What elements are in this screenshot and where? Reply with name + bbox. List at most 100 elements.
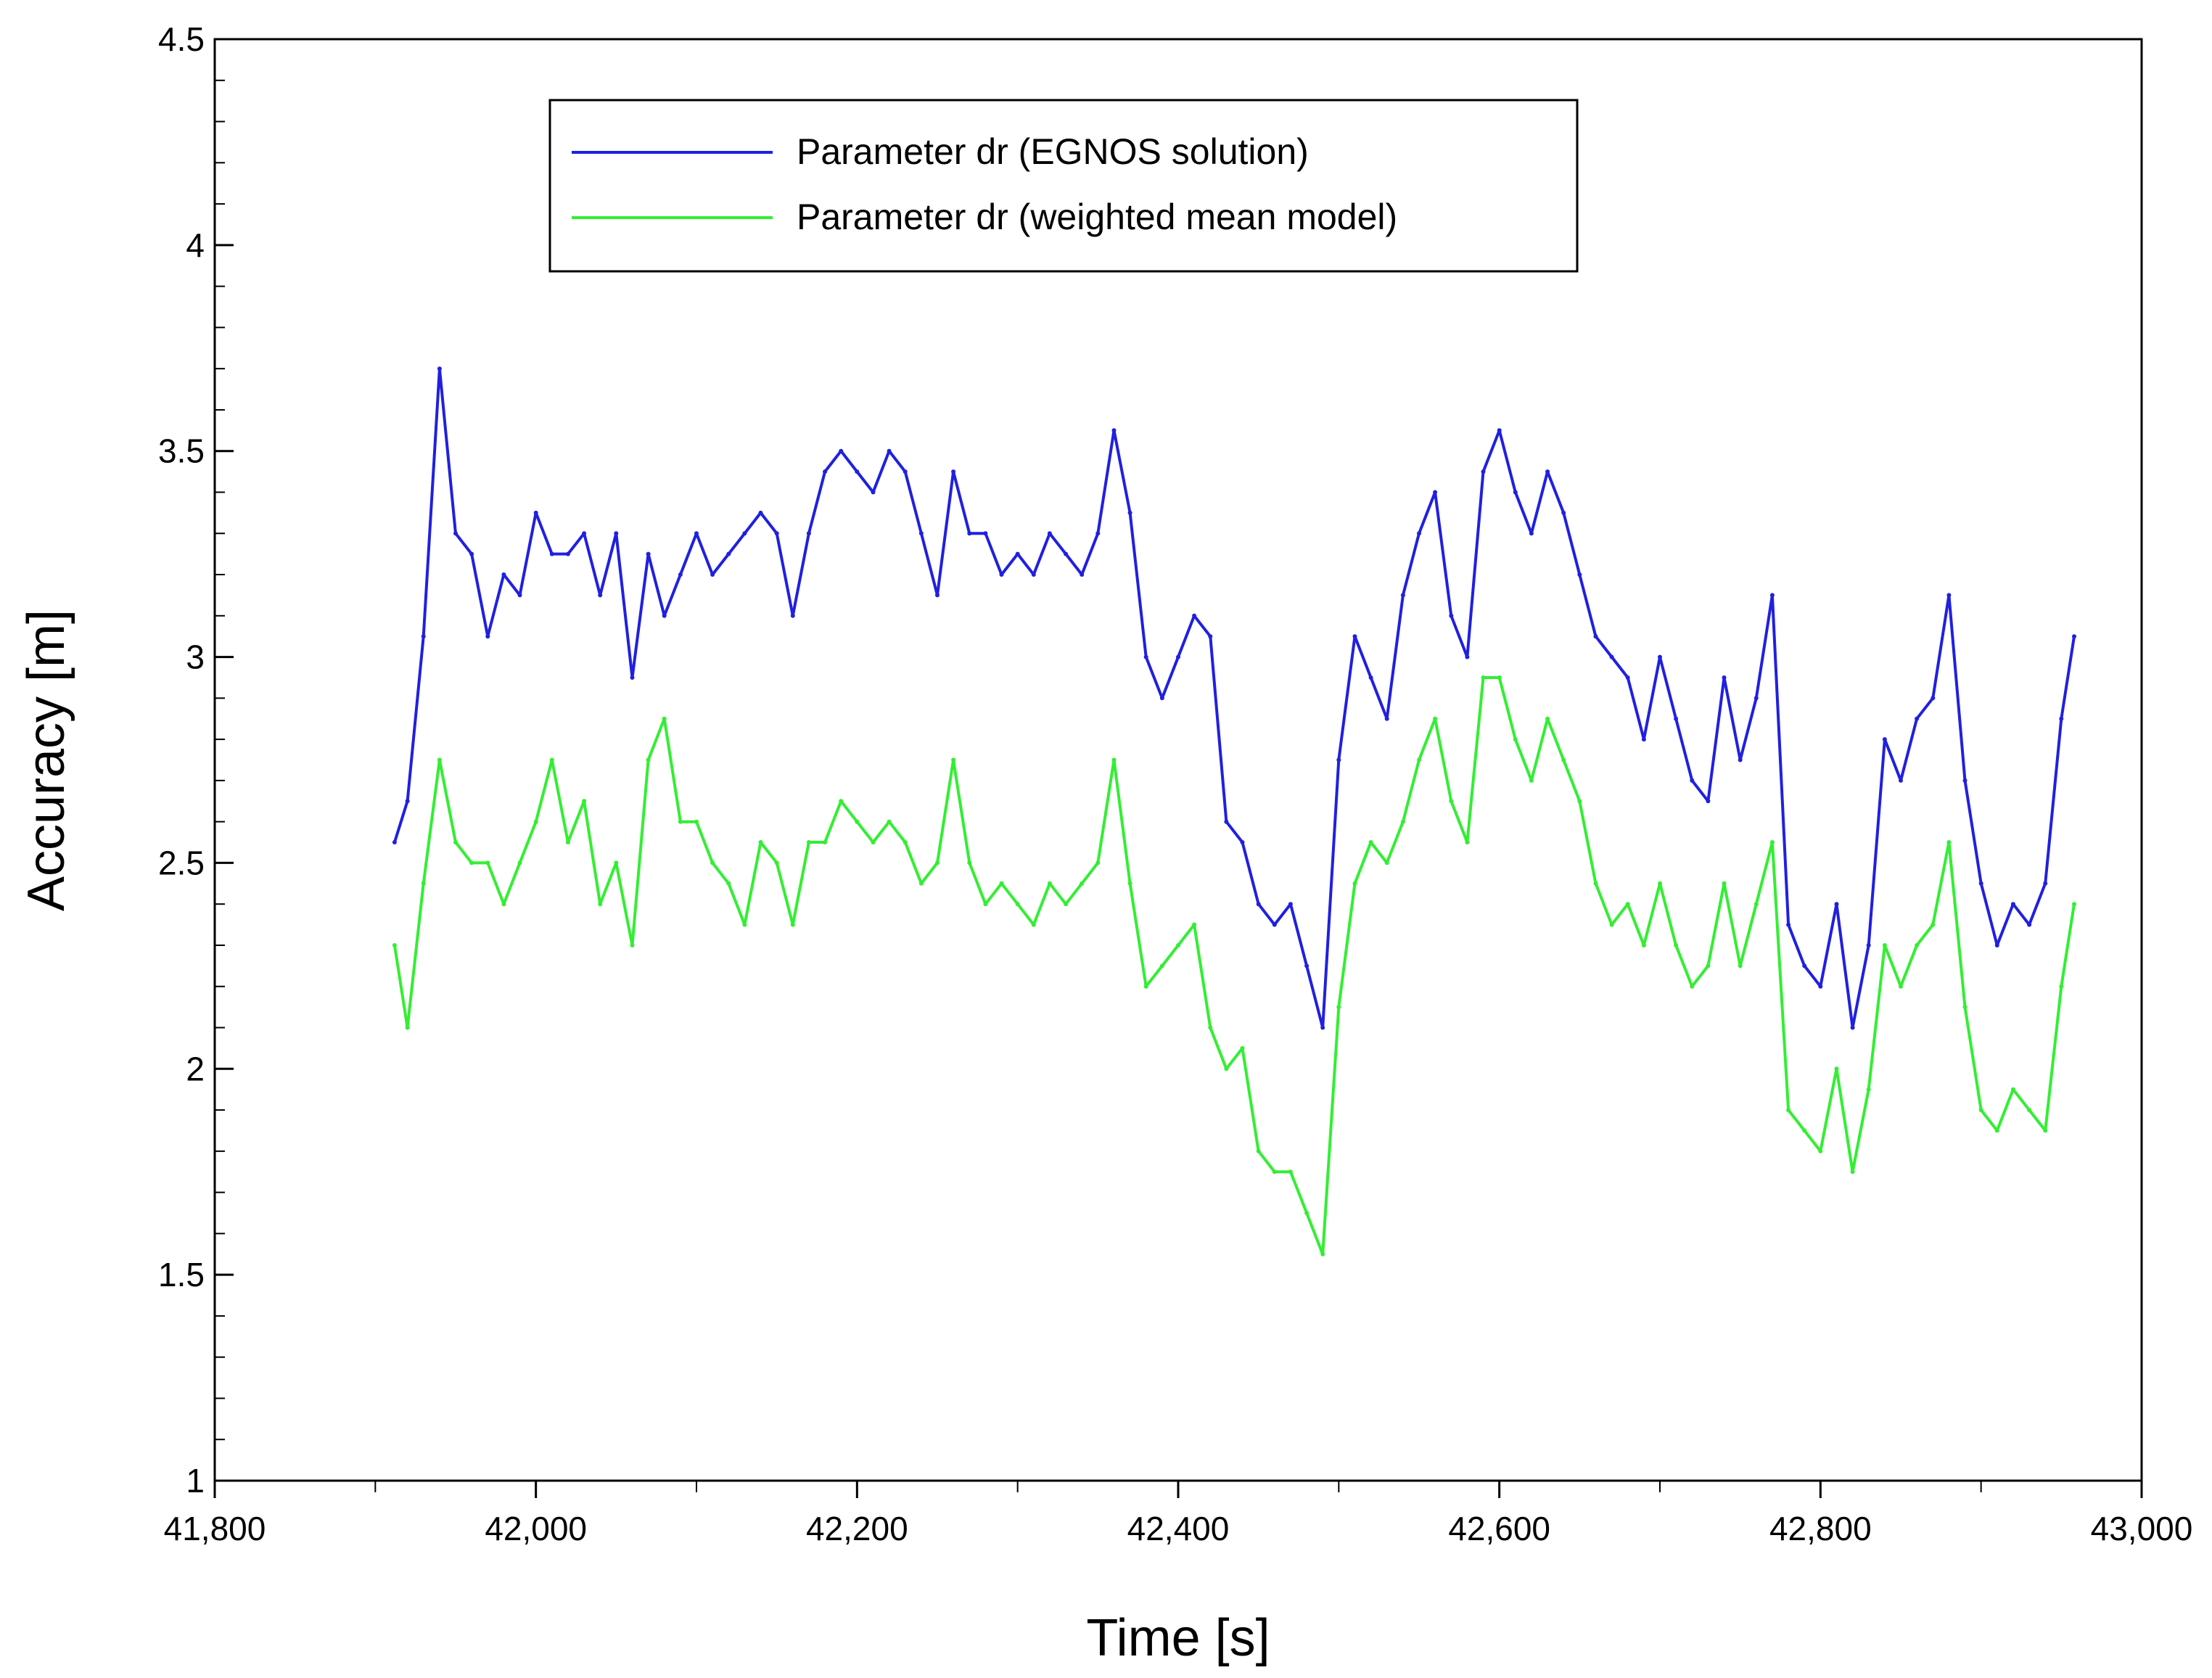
data-point-weighted-mean [1802, 1128, 1807, 1133]
data-point-weighted-mean [983, 902, 988, 907]
y-tick-label: 4 [186, 226, 205, 264]
data-point-egnos [823, 469, 828, 474]
data-point-egnos [1690, 778, 1695, 783]
data-point-egnos [646, 551, 651, 556]
data-point-weighted-mean [1336, 1005, 1341, 1010]
data-point-weighted-mean [1834, 1066, 1839, 1072]
data-point-weighted-mean [405, 1025, 410, 1030]
y-axis-label: Accuracy [m] [17, 609, 75, 911]
data-point-egnos [2059, 716, 2064, 721]
data-point-weighted-mean [903, 840, 908, 844]
data-point-egnos [1417, 531, 1421, 536]
legend: Parameter dr (EGNOS solution) Parameter … [548, 99, 1579, 273]
data-point-weighted-mean [1593, 881, 1598, 886]
data-point-weighted-mean [614, 860, 619, 865]
data-point-weighted-mean [758, 840, 763, 844]
data-point-weighted-mean [1031, 922, 1036, 927]
data-point-egnos [710, 572, 715, 577]
data-point-weighted-mean [485, 860, 490, 865]
data-point-weighted-mean [1176, 943, 1180, 947]
data-point-egnos [1208, 634, 1213, 639]
data-point-egnos [630, 675, 635, 680]
data-point-egnos [421, 634, 426, 639]
data-point-weighted-mean [1609, 922, 1614, 927]
data-point-weighted-mean [918, 881, 924, 886]
data-point-weighted-mean [565, 840, 570, 844]
data-point-weighted-mean [1272, 1169, 1277, 1175]
data-point-egnos [1111, 428, 1117, 433]
data-point-weighted-mean [1674, 943, 1679, 947]
data-point-weighted-mean [1658, 881, 1662, 886]
data-point-weighted-mean [1738, 963, 1743, 968]
data-point-weighted-mean [1545, 716, 1550, 721]
x-tick-label: 42,800 [1769, 1510, 1872, 1547]
data-point-weighted-mean [855, 819, 860, 824]
y-axis-ticks: 1 1.5 2 2.5 3 3.5 4 4.5 [158, 20, 234, 1500]
data-point-weighted-mean [1192, 922, 1197, 927]
data-point-egnos [405, 799, 410, 804]
data-point-egnos [1899, 778, 1903, 783]
series-line-egnos [392, 367, 2076, 1029]
data-point-egnos [1336, 757, 1341, 762]
data-point-egnos [1481, 469, 1486, 474]
data-point-weighted-mean [437, 757, 442, 762]
y-tick-label: 3 [186, 638, 205, 676]
data-point-egnos [1465, 654, 1470, 659]
data-point-weighted-mean [598, 902, 603, 907]
data-point-weighted-mean [1978, 1108, 1983, 1113]
data-point-egnos [1641, 737, 1646, 742]
data-point-weighted-mean [999, 881, 1004, 886]
data-point-egnos [1159, 696, 1164, 701]
legend-label-egnos: Parameter dr (EGNOS solution) [797, 131, 1309, 172]
data-point-egnos [453, 531, 458, 536]
data-point-egnos [1962, 778, 1968, 783]
data-point-egnos [855, 469, 860, 474]
data-point-weighted-mean [1641, 943, 1646, 947]
data-point-weighted-mean [582, 799, 587, 804]
data-point-weighted-mean [2059, 984, 2064, 989]
data-point-egnos [485, 634, 490, 639]
data-point-egnos [1143, 654, 1148, 659]
x-axis-ticks: 41,800 42,000 42,200 42,400 42,600 42,800 43,0… [164, 1481, 2193, 1547]
data-point-egnos [1240, 840, 1245, 844]
data-point-egnos [742, 531, 747, 536]
data-point-egnos [1818, 984, 1823, 989]
data-point-egnos [501, 572, 506, 577]
data-point-egnos [1176, 654, 1180, 659]
data-point-egnos [1609, 654, 1614, 659]
data-point-weighted-mean [1047, 881, 1052, 886]
x-tick-label: 43,000 [2091, 1510, 2193, 1547]
data-point-egnos [1272, 922, 1277, 927]
data-point-egnos [2043, 881, 2048, 886]
data-point-egnos [1095, 531, 1101, 536]
data-point-weighted-mean [1368, 840, 1373, 844]
data-point-weighted-mean [1706, 963, 1711, 968]
data-point-weighted-mean [1866, 1087, 1871, 1092]
data-point-egnos [1561, 510, 1566, 515]
data-point-weighted-mean [935, 860, 940, 865]
data-point-weighted-mean [1449, 799, 1454, 804]
y-tick-label: 2 [186, 1050, 205, 1087]
data-point-egnos [1015, 551, 1020, 556]
data-point-egnos [1593, 634, 1598, 639]
data-point-egnos [1031, 572, 1036, 577]
data-point-egnos [806, 531, 811, 536]
data-point-weighted-mean [678, 819, 683, 824]
data-point-weighted-mean [1481, 675, 1486, 680]
data-point-weighted-mean [1722, 881, 1727, 886]
data-point-weighted-mean [1384, 860, 1389, 865]
data-point-egnos [1047, 531, 1052, 536]
data-point-weighted-mean [1931, 922, 1936, 927]
data-point-egnos [1288, 902, 1293, 907]
data-point-egnos [1433, 490, 1438, 495]
data-point-weighted-mean [774, 860, 779, 865]
data-point-egnos [1978, 881, 1983, 886]
data-point-weighted-mean [421, 881, 426, 886]
data-point-weighted-mean [392, 943, 397, 947]
data-point-weighted-mean [951, 757, 956, 762]
data-point-egnos [1931, 696, 1936, 701]
data-point-egnos [2027, 922, 2032, 927]
data-point-weighted-mean [630, 943, 635, 947]
data-point-egnos [1802, 963, 1807, 968]
